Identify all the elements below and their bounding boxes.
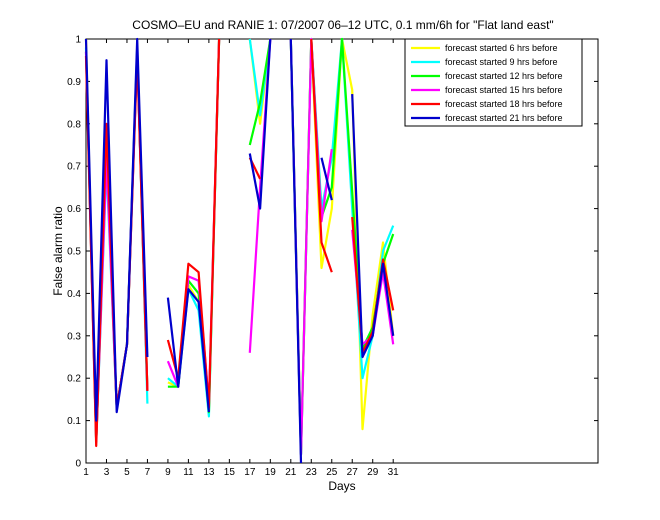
x-tick-label: 21 [285,467,297,478]
legend-label-5: forecast started 18 hrs before [445,99,563,109]
series-line-6 [84,37,395,464]
y-tick-label: 1 [75,35,81,46]
x-tick-label: 7 [145,467,151,478]
series-lines [84,37,395,464]
x-tick-label: 31 [388,467,400,478]
x-tick-label: 5 [124,467,130,478]
y-tick-label: 0.7 [67,162,81,173]
y-tick-label: 0.3 [67,331,81,342]
x-tick-label: 13 [203,467,215,478]
y-tick-label: 0.9 [67,77,81,88]
x-axis-label: Days [328,479,355,493]
legend-label-4: forecast started 15 hrs before [445,85,563,95]
legend-label-2: forecast started 9 hrs before [445,57,558,67]
x-axis: 1 3 5 7 9 11 13 15 17 19 21 23 25 27 29 31 [83,39,399,478]
y-tick-label: 0.1 [67,416,81,427]
x-tick-label: 29 [367,467,379,478]
y-tick-label: 0.6 [67,204,81,215]
x-tick-label: 27 [347,467,359,478]
y-tick-label: 0.2 [67,374,81,385]
legend-label-1: forecast started 6 hrs before [445,43,558,53]
legend-label-3: forecast started 12 hrs before [445,71,563,81]
x-tick-label: 3 [104,467,110,478]
x-tick-label: 19 [265,467,277,478]
y-tick-label: 0.8 [67,119,81,130]
x-tick-label: 25 [326,467,338,478]
legend-box [404,38,583,127]
chart-title: COSMO–EU and RANIE 1: 07/2007 06–12 UTC,… [132,18,553,32]
y-axis-label: False alarm ratio [51,206,65,296]
y-tick-label: 0 [75,459,81,470]
legend-label-6: forecast started 21 hrs before [445,113,563,123]
x-tick-label: 1 [83,467,89,478]
y-axis: 0 0.1 0.2 0.3 0.4 0.5 0.6 0.7 0.8 0.9 1 [67,35,598,470]
y-tick-label: 0.5 [67,247,81,258]
x-tick-label: 17 [244,467,256,478]
x-tick-label: 11 [183,467,194,478]
x-tick-label: 15 [224,467,236,478]
x-tick-label: 9 [165,467,171,478]
y-tick-label: 0.4 [67,289,81,300]
legend: forecast started 6 hrs before forecast st… [404,38,583,127]
x-tick-label: 23 [306,467,318,478]
